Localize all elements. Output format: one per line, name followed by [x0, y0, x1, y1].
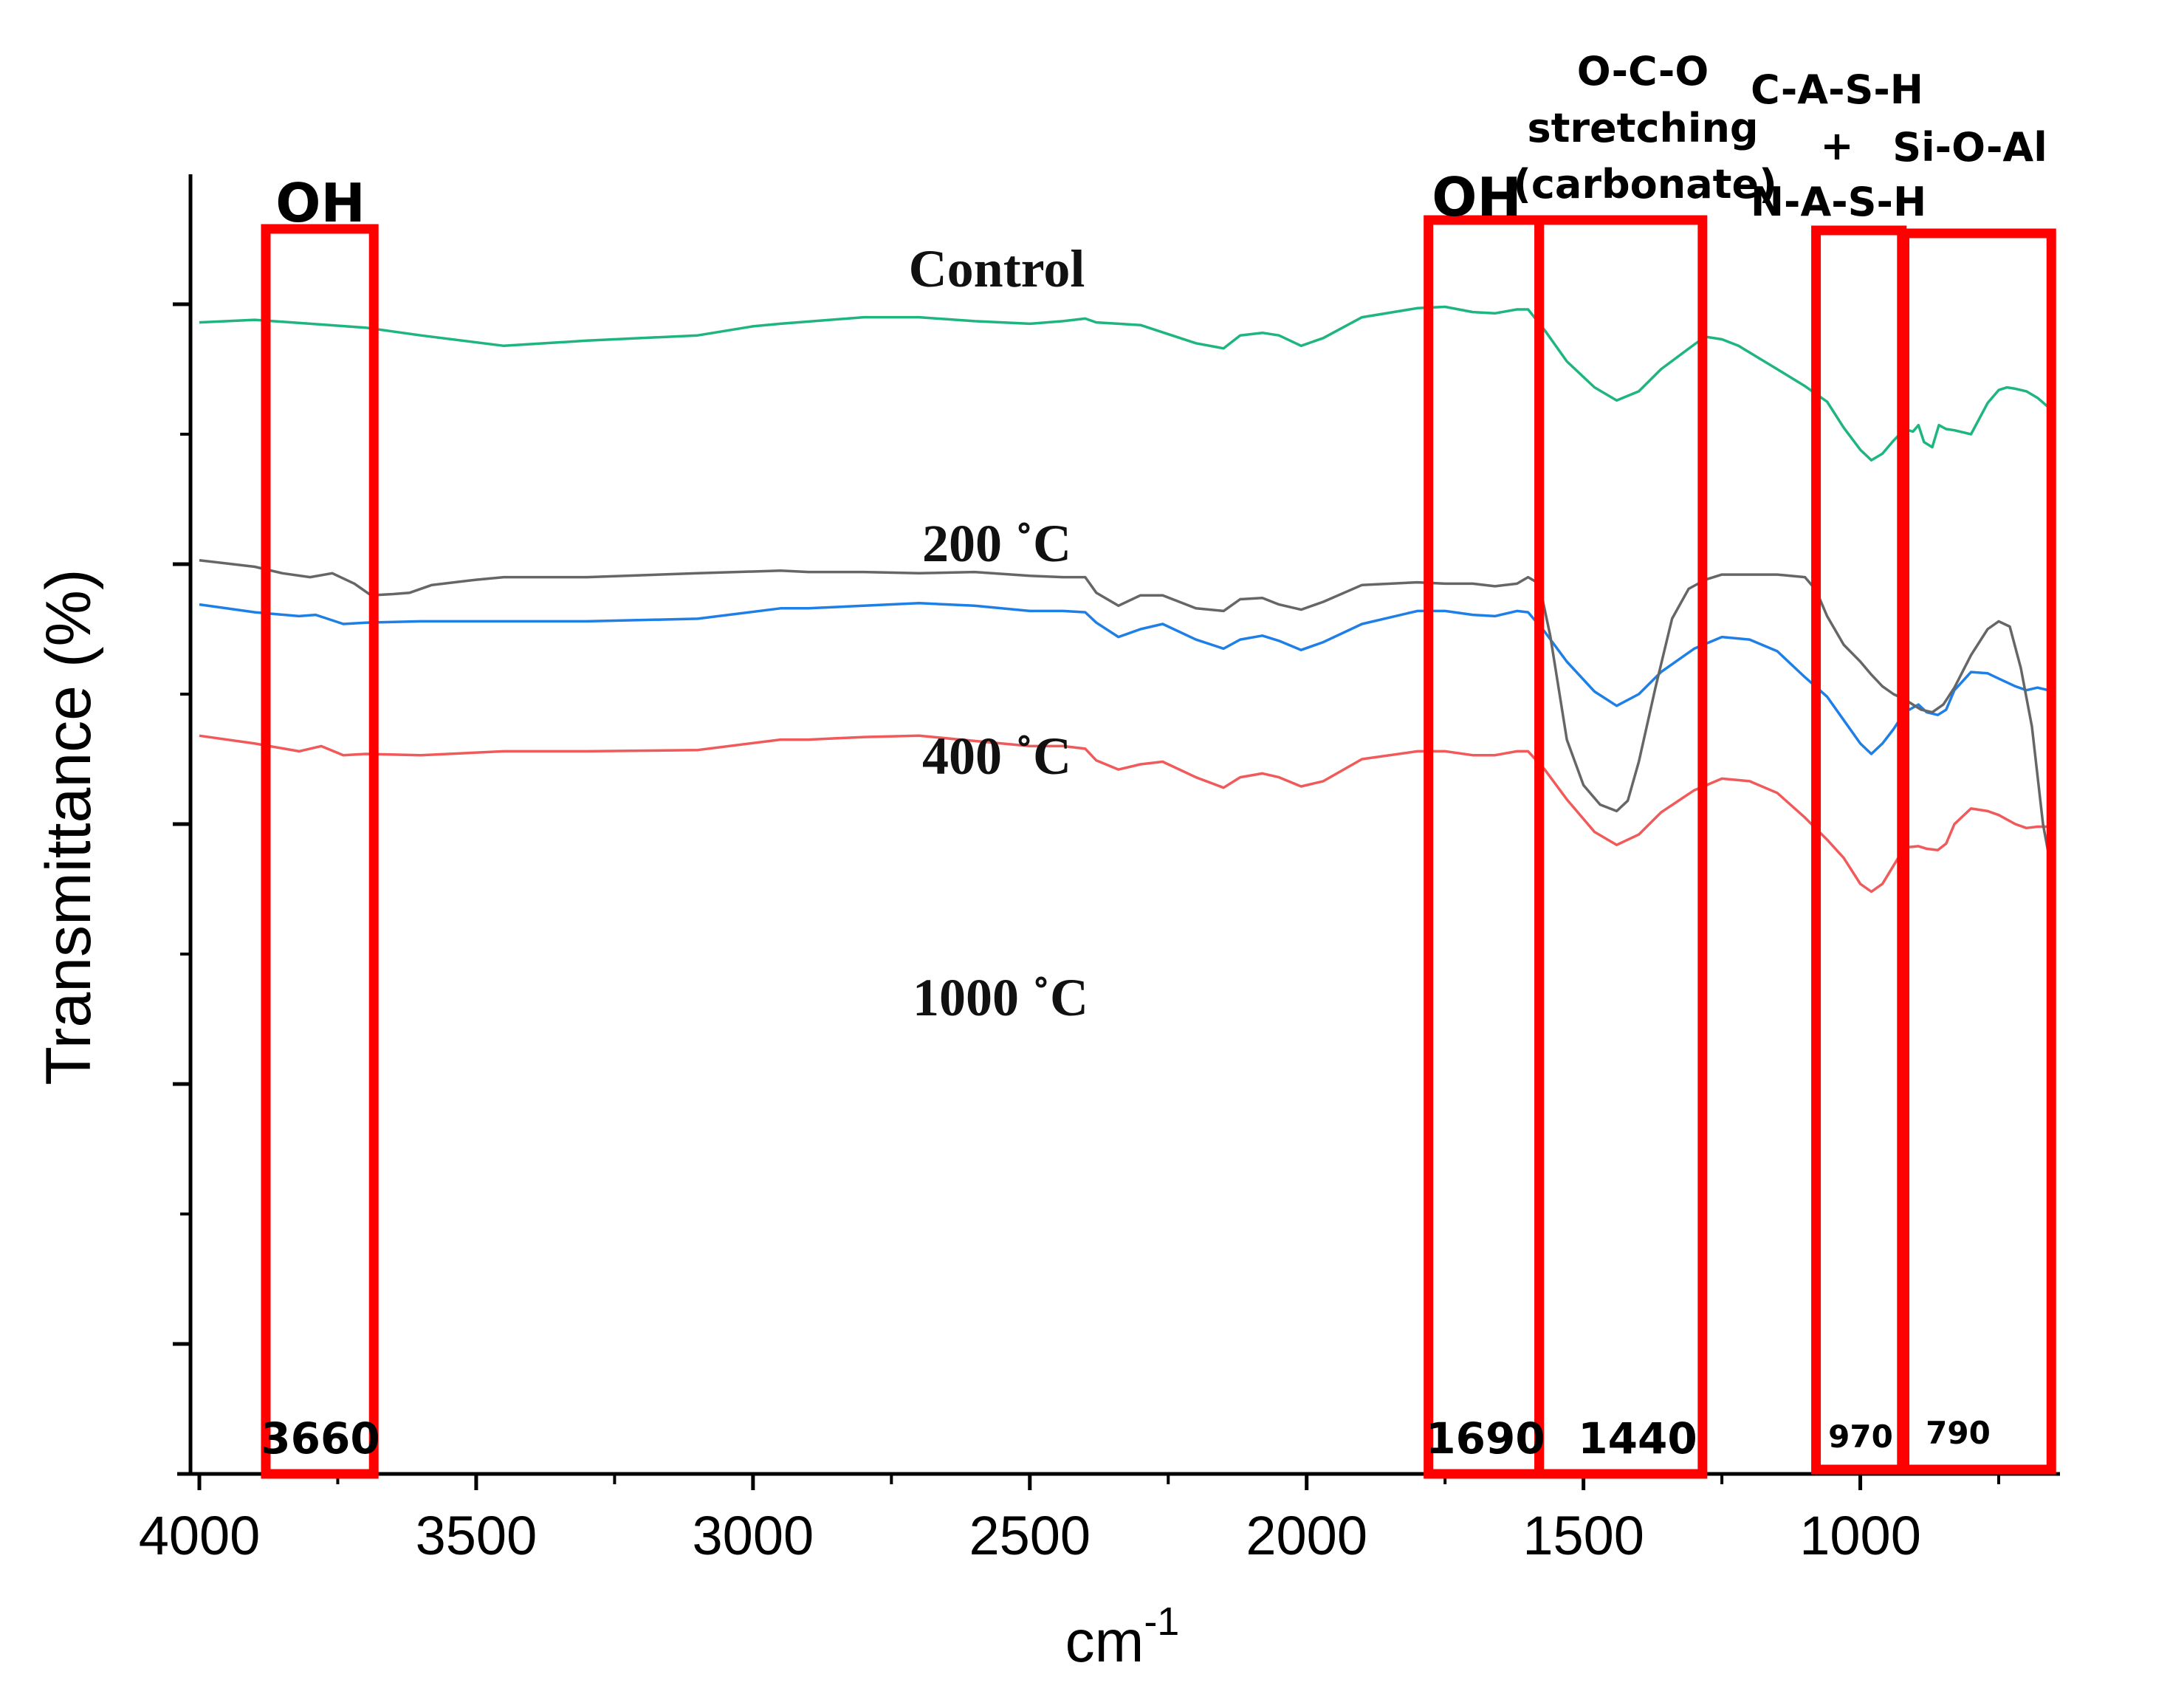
- x-axis-title-superscript: -1: [1144, 1599, 1179, 1644]
- x-tick-label: 2500: [969, 1505, 1091, 1566]
- annotation-value-sioal-790: 790: [1926, 1415, 1991, 1451]
- annotation-box-oco-1440: [1534, 215, 1708, 1479]
- annotation-label-cash-970-line-1: +: [1820, 123, 1853, 169]
- x-tick-label: 1000: [1799, 1505, 1921, 1566]
- annotation-value-oco-1440: 1440: [1578, 1413, 1697, 1464]
- annotation-value-cash-970: 970: [1828, 1419, 1893, 1455]
- labels: 3660 1690 1440 970 790 OH OH O-C-O stretching (ca…: [261, 48, 2047, 1464]
- series-lines: Control 200 ˚C 400 ˚C 1000 ˚C: [199, 239, 2056, 1027]
- x-tick-label: 1500: [1522, 1505, 1644, 1566]
- x-tick-label: 3500: [416, 1505, 538, 1566]
- annotation-value-oh-1690: 1690: [1426, 1413, 1545, 1464]
- y-axis-title: Transmittance (%): [33, 569, 104, 1085]
- x-tick-label: 3000: [693, 1505, 814, 1566]
- series-label-0: Control: [909, 239, 1085, 298]
- annotation-box-sioal-790: [1900, 228, 2056, 1475]
- annotation-label-cash-970-line-0: C-A-S-H: [1751, 66, 1923, 113]
- series-label-3: 1000 ˚C: [913, 968, 1088, 1027]
- series-line-2: [199, 734, 2054, 894]
- annotation-boxes: [261, 215, 2056, 1479]
- series-line-1: [199, 602, 2055, 755]
- annotation-value-oh-3660: 3660: [261, 1413, 380, 1464]
- x-axis-title: cm-1: [1065, 1599, 1180, 1674]
- series-label-1: 200 ˚C: [922, 514, 1071, 573]
- annotation-box-oh-3660: [261, 224, 379, 1479]
- series-line-0: [199, 305, 2056, 462]
- annotation-label-oh-3660: OH: [275, 172, 365, 234]
- x-tick-label: 2000: [1246, 1505, 1367, 1566]
- annotation-label-oco-1440-line-1: stretching: [1527, 105, 1758, 151]
- annotation-label-cash-970-line-2: N-A-S-H: [1751, 179, 1926, 225]
- annotation-label-sioal-790-line-0: Si-O-Al: [1892, 124, 2047, 171]
- axes: 4000 3500 3000 2500 2000 1500 1000 cm-1 Transmit…: [33, 174, 2060, 1674]
- annotation-box-oh-1690: [1424, 215, 1545, 1479]
- series-line-3: [199, 558, 2056, 885]
- annotation-label-oco-1440-line-2: (carbonate): [1513, 161, 1777, 208]
- series-label-2: 400 ˚C: [922, 727, 1071, 786]
- x-tick-label: 4000: [139, 1505, 261, 1566]
- annotation-box-cash-970: [1811, 225, 1907, 1475]
- annotation-label-oco-1440-line-0: O-C-O: [1577, 48, 1709, 95]
- annotation-label-oh-1690: OH: [1432, 166, 1521, 228]
